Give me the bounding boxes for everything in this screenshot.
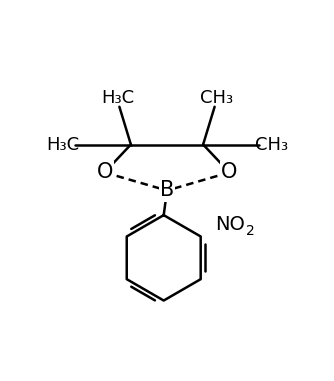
Text: CH₃: CH₃: [255, 136, 288, 154]
Text: CH₃: CH₃: [200, 88, 233, 107]
Text: B: B: [160, 181, 174, 200]
Text: H₃C: H₃C: [46, 136, 79, 154]
Text: 2: 2: [246, 224, 255, 238]
Text: NO: NO: [215, 216, 245, 234]
Text: O: O: [97, 162, 113, 182]
Text: H₃C: H₃C: [101, 88, 134, 107]
Text: O: O: [221, 162, 237, 182]
